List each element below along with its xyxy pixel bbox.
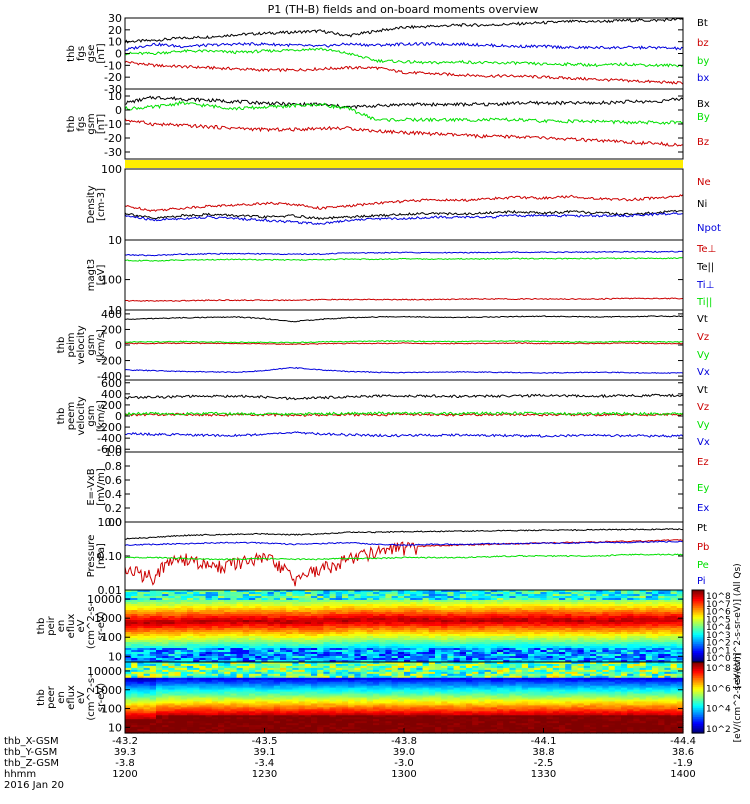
legend-entry: Bx — [697, 99, 710, 110]
legend-entry: Ey — [697, 483, 709, 494]
legend-entry: Ti|| — [696, 297, 712, 308]
y-axis-label: [mV/m] — [96, 468, 107, 506]
colorbar-tick-label: 10^0 — [706, 654, 731, 664]
legend-entry: Ez — [697, 457, 709, 468]
y-tick-label: 1.0 — [105, 446, 123, 459]
legend-entry: Ne — [697, 177, 711, 188]
legend-entry: Bz — [697, 137, 709, 148]
y-axis-label: [cm-3] — [96, 188, 107, 221]
y-axis-label: [nT] — [96, 114, 107, 134]
y-axis-label: [nPa] — [96, 543, 107, 569]
legend-entry: Vz — [697, 402, 709, 413]
legend-entry: By — [697, 112, 710, 123]
y-tick-label: 1.00 — [98, 516, 123, 529]
y-tick-label: 0 — [115, 104, 122, 117]
y-tick-label: 10 — [108, 650, 122, 663]
y-axis-label: [km/s] — [96, 329, 107, 361]
y-axis-label: [nT] — [96, 43, 107, 63]
legend-entry: Te|| — [696, 262, 714, 273]
y-tick-label: 0.6 — [105, 474, 123, 487]
page-title: P1 (TH-B) fields and on-board moments ov… — [268, 3, 539, 16]
y-axis-label: [km/s] — [96, 400, 107, 432]
y-tick-label: -30 — [104, 146, 122, 159]
y-axis-label: sr-eV) — [96, 611, 107, 640]
y-tick-label: 0.2 — [105, 502, 123, 515]
yellow-quality-bar — [125, 160, 683, 168]
y-tick-label: 0.8 — [105, 460, 123, 473]
y-tick-label: 10 — [108, 90, 122, 103]
legend-entry: Pb — [697, 542, 709, 553]
legend-entry: by — [697, 56, 709, 67]
legend-entry: Vx — [697, 367, 710, 378]
legend-entry: Pe — [697, 560, 709, 571]
legend-entry: Vt — [697, 314, 708, 325]
legend-entry: Vz — [697, 332, 709, 343]
legend-entry: Bt — [697, 18, 708, 29]
legend-entry: Ni — [697, 199, 707, 210]
legend-entry: Vx — [697, 437, 710, 448]
legend-entry: Te⊥ — [696, 244, 716, 255]
legend-entry: Ti⊥ — [696, 280, 714, 291]
y-tick-label: 10 — [108, 234, 122, 247]
y-tick-label: 400 — [101, 308, 122, 321]
legend-entry: Npot — [697, 223, 721, 234]
legend-entry: Vt — [697, 385, 708, 396]
legend-entry: bx — [697, 73, 709, 84]
y-axis-label: [eV] — [96, 265, 107, 286]
y-tick-label: 100 — [101, 163, 122, 176]
legend-entry: Vy — [697, 350, 710, 361]
y-tick-label: 0 — [115, 339, 122, 352]
legend-entry: Ex — [697, 503, 709, 514]
legend-entry: Pi — [697, 576, 706, 587]
y-tick-label: 0.4 — [105, 488, 123, 501]
legend-entry: Pt — [697, 523, 707, 534]
legend-entry: Vy — [697, 420, 710, 431]
legend-entry: bz — [697, 38, 709, 49]
